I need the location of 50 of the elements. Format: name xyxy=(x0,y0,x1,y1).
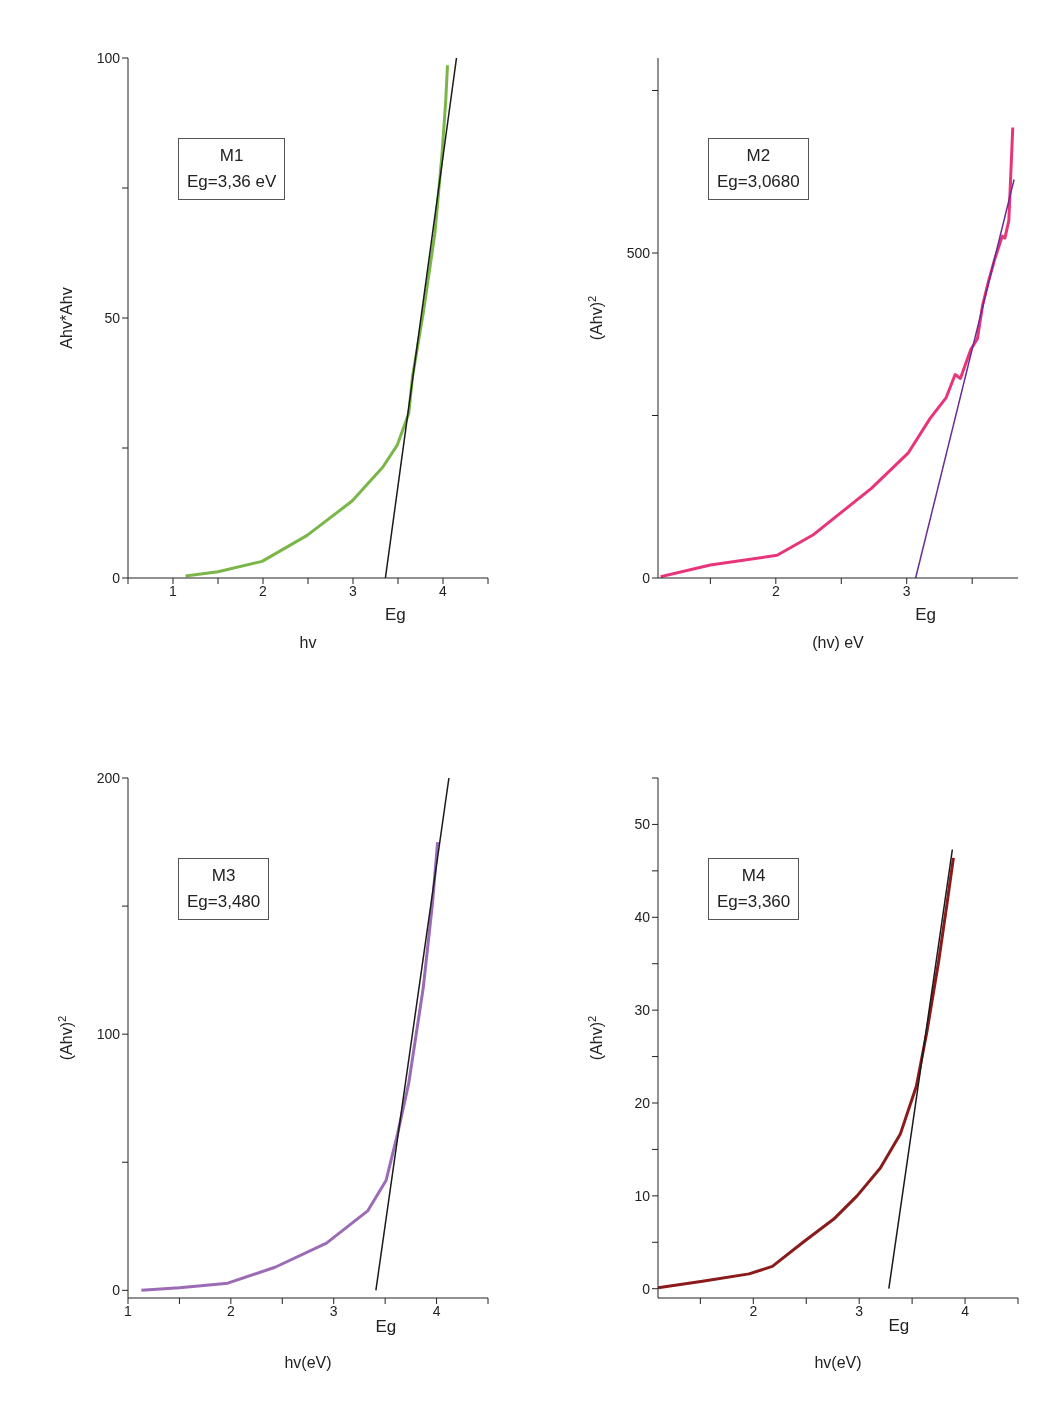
note-box: M2 Eg=3,0680 xyxy=(708,138,809,200)
line-series xyxy=(658,856,955,1290)
annotation: M1 xyxy=(218,145,245,167)
x-tick-label: 4 xyxy=(432,1302,441,1319)
y-tick-label: 100 xyxy=(96,1026,121,1043)
x-axis-title: hv(eV) xyxy=(284,1354,332,1371)
x-tick-label: 4 xyxy=(961,1302,970,1319)
y-tick-label: 200 xyxy=(96,769,121,786)
y-tick-label: 0 xyxy=(112,1282,121,1299)
x-tick-label: 4 xyxy=(439,582,448,599)
x-tick-label: 2 xyxy=(749,1302,758,1319)
y-tick-label: 30 xyxy=(634,1002,651,1019)
annotation: M4 xyxy=(740,865,767,887)
annotation: M3 xyxy=(210,865,237,887)
y-tick-label: 100 xyxy=(96,49,121,66)
y-tick-label: 10 xyxy=(634,1187,651,1204)
x-tick-label: 1 xyxy=(124,1302,133,1319)
x-tick-label: 3 xyxy=(855,1302,864,1319)
x-tick-label: 3 xyxy=(329,1302,338,1319)
x-axis-title: hv xyxy=(299,634,317,651)
x-tick-label: 2 xyxy=(259,582,268,599)
annotation: Eg xyxy=(385,605,406,625)
y-tick-label: 0 xyxy=(642,1280,651,1297)
annotation: Eg=3,0680 xyxy=(717,171,800,193)
y-tick-label: 20 xyxy=(634,1094,651,1111)
annotation: Eg xyxy=(915,605,937,625)
note-box: M4 Eg=3,360 xyxy=(708,858,800,920)
annotation: Eg xyxy=(375,1317,397,1337)
y-tick-label: 50 xyxy=(634,816,651,833)
annotation: Eg xyxy=(888,1315,910,1335)
x-tick-label: 3 xyxy=(349,582,358,599)
y-tick-label: 0 xyxy=(112,569,121,586)
line-series xyxy=(139,840,440,1292)
y-tick-label: 50 xyxy=(104,309,121,326)
x-tick-label: 2 xyxy=(771,582,780,599)
y-tick-label: 40 xyxy=(634,909,651,926)
x-axis-title: (hv) eV xyxy=(812,634,865,651)
note-box: M3 Eg=3,480 xyxy=(178,858,270,920)
x-tick-label: 2 xyxy=(226,1302,235,1319)
x-tick-label: 3 xyxy=(902,582,911,599)
annotation: M2 xyxy=(745,145,772,167)
y-tick-label: 0 xyxy=(642,569,651,586)
note-box: M1 Eg=3,36 eV xyxy=(178,138,286,200)
y-tick-label: 500 xyxy=(626,244,651,261)
annotation: Eg=3,36 eV xyxy=(187,171,277,193)
x-tick-label: 1 xyxy=(169,582,178,599)
annotation: Eg=3,480 xyxy=(187,891,261,913)
y-axis-title: Ahv*Ahv xyxy=(58,287,75,349)
x-axis-title: hv(eV) xyxy=(814,1354,862,1371)
annotation: Eg=3,360 xyxy=(717,891,791,913)
